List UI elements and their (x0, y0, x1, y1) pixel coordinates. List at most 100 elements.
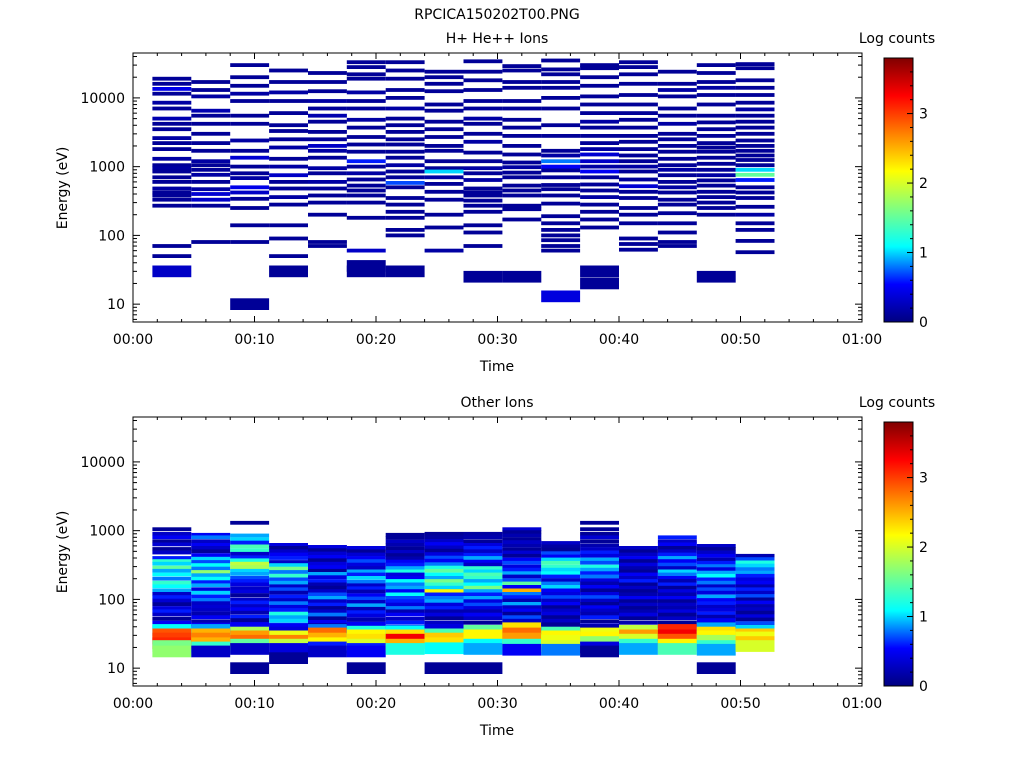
heatmap-cell (152, 91, 192, 96)
heatmap-cell (696, 200, 736, 205)
heatmap-cell (424, 127, 464, 132)
heatmap-cell (696, 120, 736, 125)
heatmap-cell (152, 527, 192, 532)
heatmap-cell (502, 643, 542, 656)
heatmap-cell (696, 113, 736, 118)
heatmap-cell (230, 148, 270, 153)
heatmap-cell (346, 72, 386, 77)
heatmap-cell (463, 569, 503, 574)
heatmap-cell (657, 552, 697, 557)
heatmap-cell (696, 570, 736, 575)
heatmap-cell (269, 590, 308, 595)
heatmap-cell (191, 563, 231, 567)
heatmap-cell (541, 123, 581, 128)
panel-h-he-ions: H+ He++ Ions Log counts 00:00 00:10 00:20 0… (55, 31, 935, 375)
heatmap-cell (346, 610, 386, 615)
heatmap-cell (463, 198, 503, 203)
heatmap-cell (463, 539, 503, 544)
heatmap-cell (152, 87, 192, 91)
heatmap-cell (580, 615, 619, 620)
heatmap-cell (696, 590, 736, 595)
heatmap-cell (385, 532, 425, 537)
heatmap-cell (580, 560, 619, 565)
heatmap-cell (152, 572, 192, 577)
y-tick-label: 1000 (89, 160, 125, 176)
heatmap-cell (502, 85, 542, 90)
heatmap-cell (657, 94, 697, 99)
heatmap-cell (463, 171, 503, 176)
heatmap-cell (463, 579, 503, 583)
heatmap-cell (735, 66, 775, 71)
heatmap-cell (346, 106, 386, 111)
heatmap-cell (657, 585, 697, 590)
heatmap-cell (152, 542, 192, 547)
heatmap-cell (230, 540, 270, 545)
heatmap-cell (385, 579, 425, 583)
heatmap-cell (424, 169, 464, 174)
heatmap-cell (230, 63, 270, 67)
panel-title: H+ He++ Ions (446, 31, 549, 47)
heatmap-cell (269, 180, 308, 184)
heatmap-cell (424, 75, 464, 80)
heatmap-cell (269, 552, 308, 557)
heatmap-cell (424, 576, 464, 580)
heatmap-cell (502, 530, 542, 535)
heatmap-cell (230, 223, 270, 228)
y-tick-label: 10000 (80, 91, 125, 107)
heatmap-cell (385, 155, 425, 160)
heatmap-cell (152, 588, 192, 593)
heatmap-cell (308, 137, 347, 142)
heatmap-cell (541, 578, 581, 583)
heatmap-cell (619, 221, 658, 226)
heatmap-cell (152, 620, 192, 625)
heatmap-cell (385, 137, 425, 142)
heatmap-cell (619, 596, 658, 600)
heatmap-cell (385, 543, 425, 547)
heatmap-cell (735, 107, 775, 112)
heatmap-cell (346, 135, 386, 139)
heatmap-cell (619, 576, 658, 580)
heatmap-cell (424, 69, 464, 74)
heatmap-cell (541, 106, 581, 111)
heatmap-cell (657, 113, 697, 118)
heatmap-cell (541, 96, 581, 100)
heatmap-cell (424, 535, 464, 540)
heatmap-cell (152, 602, 192, 607)
heatmap-cell (424, 596, 464, 600)
heatmap-cell (580, 553, 619, 558)
heatmap-cell (502, 106, 542, 111)
heatmap-cell (619, 102, 658, 107)
heatmap-cell (735, 125, 775, 130)
heatmap-cell (580, 619, 619, 624)
heatmap-cell (541, 615, 581, 620)
heatmap-cell (696, 604, 736, 609)
heatmap-cell (657, 535, 697, 540)
heatmap-cell (269, 195, 308, 199)
heatmap-cell (424, 555, 464, 560)
heatmap-cell (657, 602, 697, 607)
heatmap-cell (619, 552, 658, 557)
heatmap-cell (230, 196, 270, 201)
colorbar (883, 57, 914, 323)
heatmap-cell (346, 586, 386, 591)
heatmap-cell (308, 148, 347, 153)
heatmap-cell (346, 576, 386, 580)
heatmap-cell (735, 594, 775, 598)
heatmap-cell (191, 604, 231, 609)
heatmap-cell (580, 182, 619, 187)
heatmap-cell (269, 556, 308, 560)
heatmap-cell (191, 615, 231, 620)
heatmap-cell (735, 573, 775, 578)
heatmap-cell (463, 69, 503, 74)
heatmap-cell (424, 582, 464, 587)
heatmap-cell (580, 277, 619, 290)
heatmap-cell (152, 175, 192, 180)
heatmap-cell (191, 645, 231, 658)
heatmap-cell (308, 240, 347, 244)
heatmap-cell (191, 108, 231, 113)
heatmap-cell (619, 562, 658, 567)
heatmap-cell (580, 147, 619, 151)
heatmap-cell (346, 183, 386, 188)
heatmap-cell (308, 166, 347, 171)
